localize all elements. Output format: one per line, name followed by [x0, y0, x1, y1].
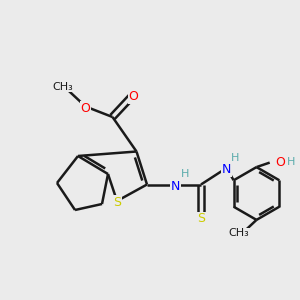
Text: CH₃: CH₃	[52, 82, 74, 92]
Text: O: O	[275, 155, 285, 169]
Text: CH₃: CH₃	[228, 229, 249, 238]
Text: O: O	[129, 89, 138, 103]
Text: N: N	[171, 179, 180, 193]
Text: N: N	[222, 163, 231, 176]
Text: O: O	[81, 101, 90, 115]
Text: H: H	[181, 169, 189, 179]
Text: H: H	[231, 153, 240, 163]
Text: S: S	[197, 212, 205, 226]
Text: S: S	[113, 196, 121, 209]
Text: H: H	[286, 157, 295, 166]
